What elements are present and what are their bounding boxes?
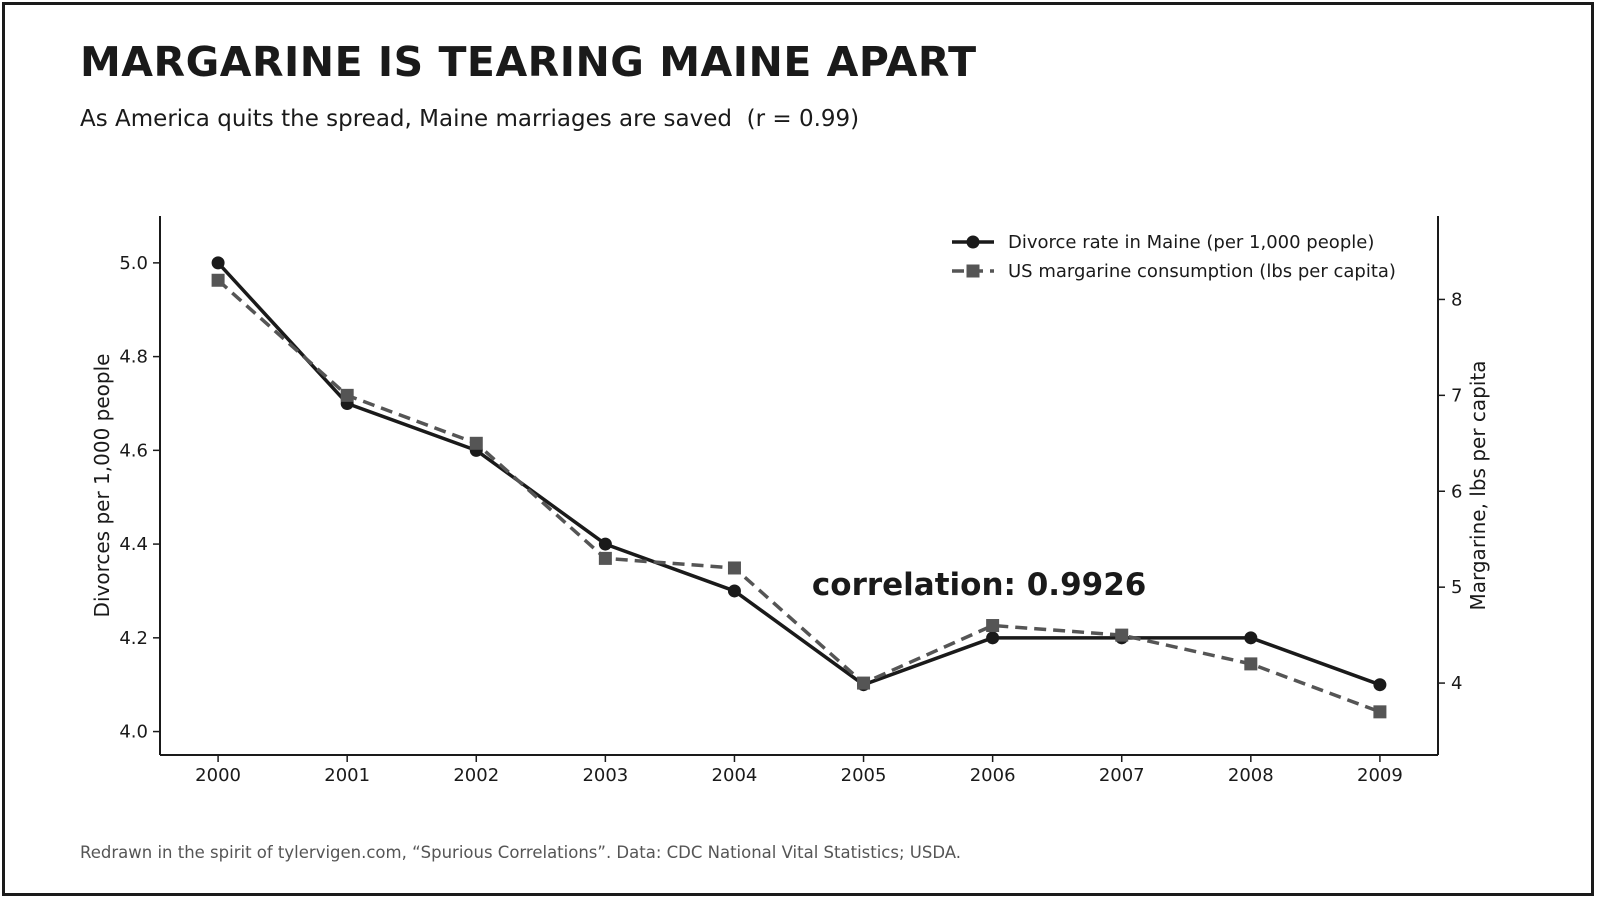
x-tick-label: 2007 [1099,765,1145,786]
divorce-rate-point [1373,678,1387,692]
left-y-tick-label: 4.2 [119,628,148,649]
margarine-point [211,273,225,287]
right-y-tick-label: 7 [1451,385,1462,406]
left-y-tick-label: 4.6 [119,440,148,461]
margarine-point [1373,705,1387,719]
x-tick-label: 2002 [453,765,499,786]
legend-divorce-marker [966,235,980,249]
left-y-tick-label: 4.8 [119,347,148,368]
divorce-rate-line [216,261,1381,687]
right-y-axis-label: Margarine, lbs per capita [1466,360,1490,610]
left-y-tick-label: 5.0 [119,253,148,274]
legend-margarine-label: US margarine consumption (lbs per capita… [1008,261,1396,282]
left-y-tick-label: 4.0 [119,722,148,743]
x-tick-label: 2008 [1228,765,1274,786]
divorce-rate-point [727,584,741,598]
x-tick-label: 2000 [195,765,241,786]
divorce-rate-point [1244,631,1258,645]
margarine-point [1115,628,1129,642]
x-tick-label: 2005 [841,765,887,786]
margarine-point [727,561,741,575]
x-tick-label: 2003 [582,765,628,786]
left-y-tick-label: 4.4 [119,534,148,555]
right-y-tick-label: 6 [1451,481,1462,502]
legend-margarine-marker [966,264,980,278]
divorce-rate-point [598,537,612,551]
x-tick-label: 2006 [970,765,1016,786]
right-y-tick-label: 5 [1451,577,1462,598]
divorce-rate-point [986,631,1000,645]
margarine-point [340,388,354,402]
x-tick-label: 2001 [324,765,370,786]
right-y-tick-label: 8 [1451,289,1462,310]
margarine-point [986,619,1000,633]
right-y-tick-label: 4 [1451,673,1462,694]
margarine-point [857,676,871,690]
chart-subtitle: As America quits the spread, Maine marri… [80,106,860,132]
correlation-annotation: correlation: 0.9926 [812,567,1146,603]
margarine-point [1244,657,1258,671]
x-tick-label: 2004 [712,765,758,786]
legend: Divorce rate in Maine (per 1,000 people)… [952,232,1396,282]
x-tick-label: 2009 [1357,765,1403,786]
chart-title: MARGARINE IS TEARING MAINE APART [80,38,977,86]
source-note: Redrawn in the spirit of tylervigen.com,… [80,843,961,862]
margarine-line [216,278,1381,714]
divorce-rate-point [211,256,225,270]
margarine-point [469,436,483,450]
left-y-axis-label: Divorces per 1,000 people [90,354,114,618]
legend-divorce-label: Divorce rate in Maine (per 1,000 people) [1008,232,1374,253]
margarine-point [598,551,612,565]
